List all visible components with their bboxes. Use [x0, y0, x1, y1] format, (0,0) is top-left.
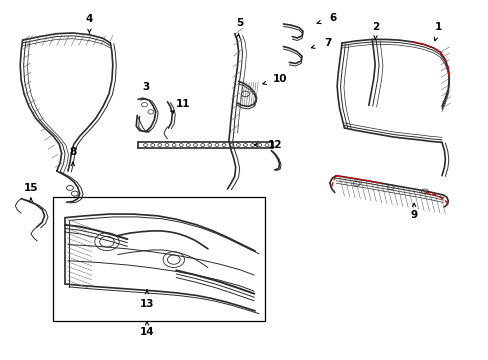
Text: 8: 8: [69, 147, 76, 157]
Text: 2: 2: [372, 22, 379, 32]
Text: 15: 15: [23, 183, 38, 193]
Text: 3: 3: [142, 82, 149, 93]
Text: 7: 7: [324, 38, 331, 48]
Text: 11: 11: [176, 99, 190, 109]
Text: 13: 13: [140, 299, 154, 309]
Text: 4: 4: [85, 14, 93, 24]
Bar: [53, 197, 265, 320]
Text: 5: 5: [236, 18, 243, 28]
Text: 9: 9: [410, 210, 417, 220]
Text: 14: 14: [140, 327, 154, 337]
Text: 10: 10: [272, 74, 286, 84]
Text: 12: 12: [267, 140, 282, 150]
Text: 1: 1: [434, 22, 441, 32]
Text: 6: 6: [329, 13, 336, 23]
